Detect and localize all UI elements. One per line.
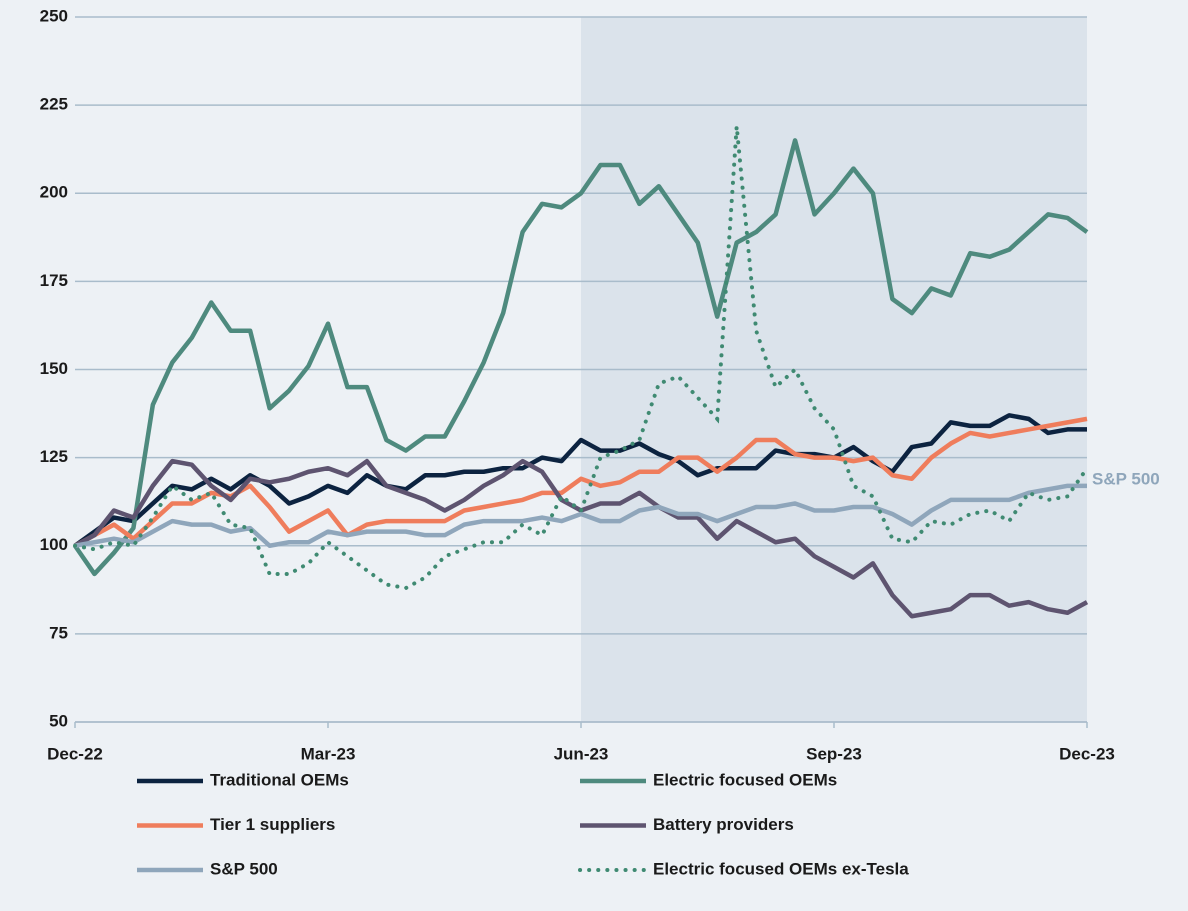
end-label: S&P 500 [1092,469,1160,488]
y-tick-label: 175 [40,271,68,290]
legend-label: Tier 1 suppliers [210,815,335,834]
y-tick-label: 150 [40,359,68,378]
y-tick-label: 75 [49,623,68,642]
y-tick-label: 200 [40,183,68,202]
legend-label: Electric focused OEMs [653,770,837,789]
legend-label: S&P 500 [210,859,278,878]
x-tick-label: Dec-23 [1059,744,1115,763]
y-tick-label: 250 [40,6,68,25]
y-tick-label: 50 [49,711,68,730]
legend-label: Battery providers [653,815,794,834]
series-line [74,483,1087,548]
x-tick-label: Jun-23 [554,744,609,763]
y-tick-label: 225 [40,95,68,114]
x-tick-label: Dec-22 [47,744,103,763]
legend-label: Traditional OEMs [210,770,349,789]
y-tick-label: 125 [40,447,68,466]
series-line [73,126,1089,591]
series-line [73,413,1087,548]
y-tick-label: 100 [40,535,68,554]
series-line [73,138,1089,577]
x-tick-label: Sep-23 [806,744,862,763]
x-tick-label: Mar-23 [301,744,356,763]
legend-label: Electric focused OEMs ex-Tesla [653,859,909,878]
series-line [73,416,1088,548]
